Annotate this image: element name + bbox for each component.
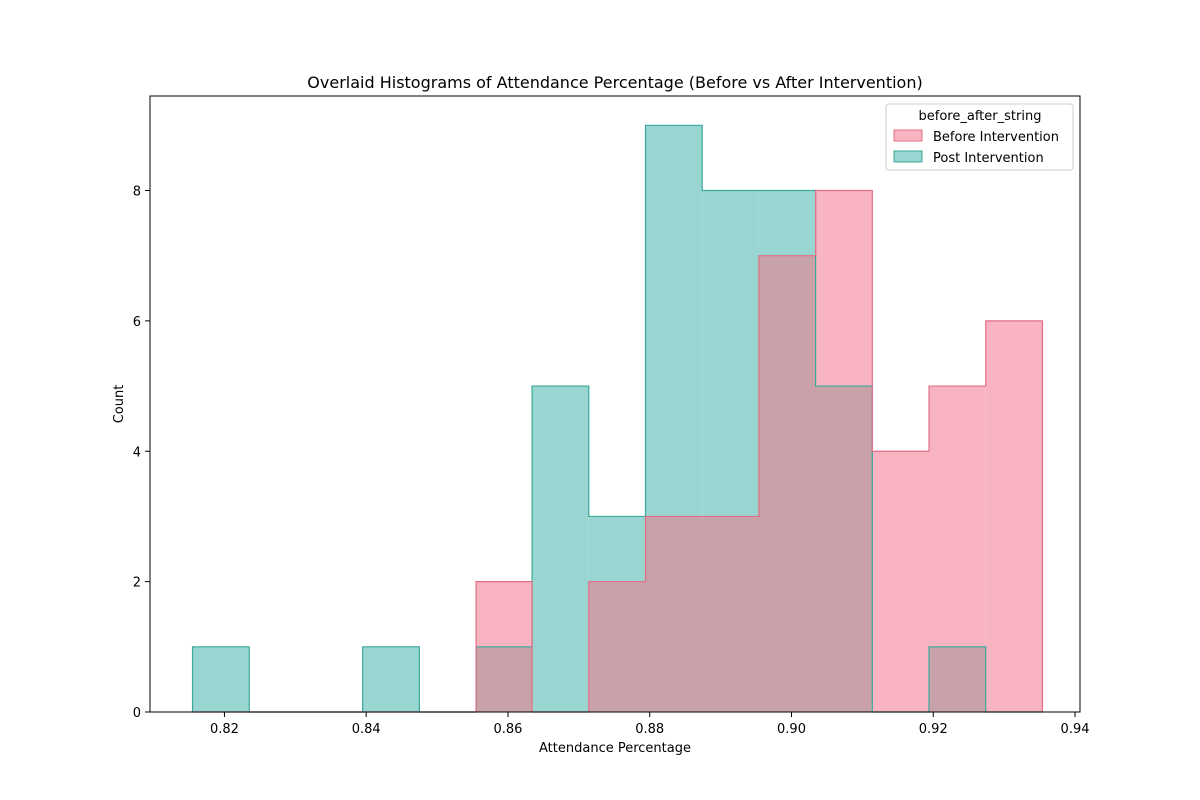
post-intervention-bar (532, 386, 589, 712)
x-tick-label: 0.86 (493, 722, 522, 737)
overlap-bar (476, 646, 533, 712)
overlap-bar (815, 386, 873, 712)
x-tick-label: 0.82 (210, 722, 239, 737)
overlap-bars (476, 255, 986, 712)
y-axis: 0 2 4 6 8 (133, 185, 150, 721)
legend-label-post: Post Intervention (933, 151, 1044, 166)
legend-label-before: Before Intervention (933, 130, 1059, 145)
x-axis-label: Attendance Percentage (539, 741, 691, 756)
x-axis: 0.82 0.84 0.86 0.88 0.90 0.92 0.94 (210, 712, 1090, 737)
before-intervention-bar (872, 451, 930, 712)
overlap-bar (758, 255, 816, 712)
post-intervention-bar (362, 646, 420, 712)
y-tick-label: 4 (133, 445, 141, 460)
legend-title: before_after_string (919, 109, 1042, 124)
plot-area-frame (149, 95, 1081, 713)
x-tick-label: 0.90 (777, 722, 806, 737)
y-tick-label: 6 (133, 315, 141, 330)
post-intervention-bar (192, 646, 250, 712)
y-tick-label: 0 (133, 706, 141, 721)
y-tick-label: 8 (133, 185, 141, 200)
y-tick-label: 2 (133, 576, 141, 591)
overlap-bar (645, 516, 703, 712)
chart-title: Overlaid Histograms of Attendance Percen… (307, 73, 922, 92)
legend-swatch-post (893, 150, 923, 163)
x-tick-label: 0.94 (1061, 722, 1090, 737)
overlap-bar (702, 516, 759, 712)
x-tick-label: 0.84 (352, 722, 381, 737)
before-intervention-bar (985, 320, 1043, 712)
overlap-bar (929, 646, 986, 712)
overlap-bar (588, 581, 646, 712)
y-axis-label: Count (112, 385, 127, 424)
legend-swatch-before (893, 129, 923, 142)
x-tick-label: 0.88 (635, 722, 664, 737)
legend-box (885, 103, 1074, 171)
x-tick-label: 0.92 (919, 722, 948, 737)
legend: before_after_string Before Intervention … (885, 103, 1074, 171)
